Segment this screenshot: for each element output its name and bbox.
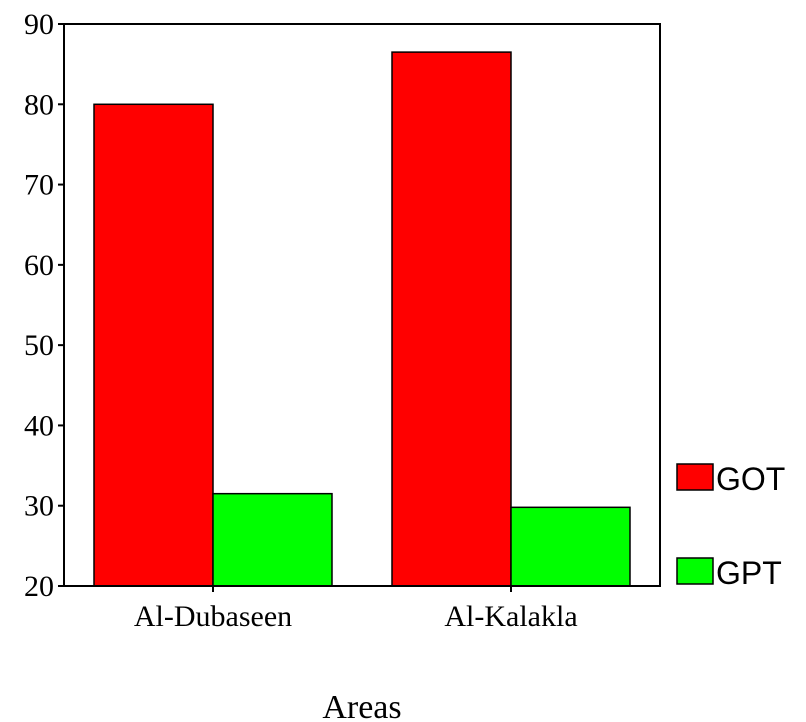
x-category-label: Al-Dubaseen: [134, 600, 292, 633]
x-axis: Al-Dubaseen Al-Kalakla: [134, 586, 578, 633]
legend-label-got: GOT: [716, 461, 785, 497]
plot-frame: [63, 23, 661, 587]
legend: GOT GPT: [676, 461, 785, 591]
y-tick-label: 60: [24, 249, 54, 282]
y-axis: 20 30 40 50 60 70 80 90: [24, 8, 64, 603]
y-tick-label: 80: [24, 88, 54, 121]
y-tick-label: 70: [24, 169, 54, 202]
y-tick-label: 30: [24, 490, 54, 523]
bar-gpt-al-kalakla: [510, 506, 631, 587]
x-category-label: Al-Kalakla: [444, 600, 577, 633]
y-tick-label: 40: [24, 409, 54, 442]
bar-gpt-al-dubaseen: [212, 492, 333, 587]
legend-swatch-gpt: [676, 557, 714, 585]
bar-got-al-kalakla: [391, 51, 512, 587]
legend-label-gpt: GPT: [716, 555, 782, 591]
y-tick-label: 20: [24, 570, 54, 603]
x-axis-title: Areas: [322, 689, 401, 722]
bars-group: [93, 51, 631, 587]
y-tick-label: 50: [24, 329, 54, 362]
y-tick-label: 90: [24, 8, 54, 41]
legend-swatch-got: [676, 463, 714, 491]
bar-got-al-dubaseen: [93, 103, 214, 587]
